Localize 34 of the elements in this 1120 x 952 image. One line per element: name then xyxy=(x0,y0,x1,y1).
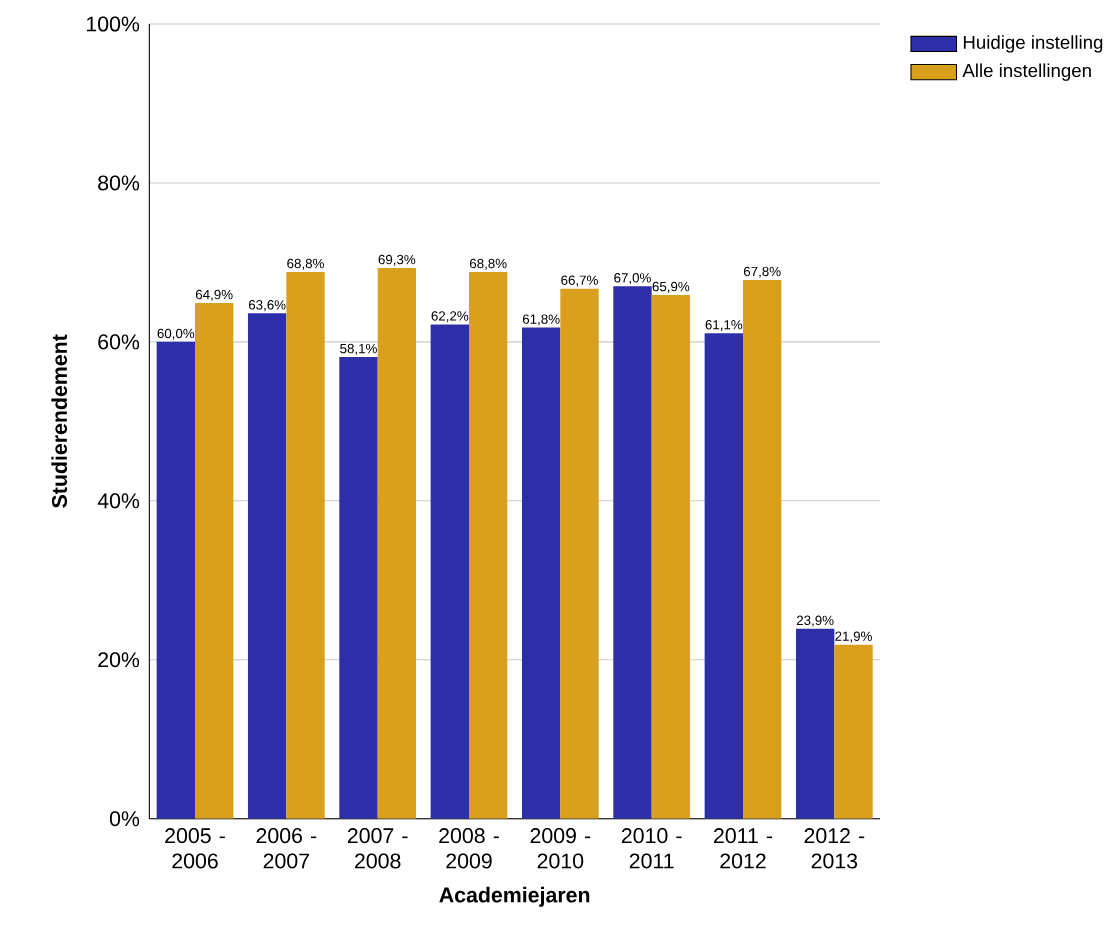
bar xyxy=(430,324,469,819)
y-tick-label: 40% xyxy=(97,493,140,509)
bar xyxy=(704,333,743,819)
x-tick-label: 2006 - 2007 xyxy=(256,828,317,869)
x-tick-label: 2009 - 2010 xyxy=(530,828,591,869)
bar xyxy=(560,288,599,819)
bar xyxy=(339,356,378,819)
legend-label: Alle instellingen xyxy=(962,63,1091,81)
y-axis-title: Studierendement xyxy=(51,334,68,508)
bar xyxy=(469,271,508,819)
bar xyxy=(795,628,835,819)
bar xyxy=(651,294,691,819)
x-tick-label: 2011 - 2012 xyxy=(714,828,773,869)
y-tick-label: 20% xyxy=(98,652,140,668)
bar xyxy=(743,279,782,819)
x-tick-label: 2008 - 2009 xyxy=(439,828,499,869)
y-tick-label: 0% xyxy=(109,811,140,827)
bar xyxy=(521,327,561,819)
x-tick-label: 2012 - 2013 xyxy=(804,828,865,869)
bar xyxy=(377,267,417,819)
x-axis-title: Academiejaren xyxy=(439,886,590,907)
legend-label: Huidige instelling xyxy=(963,35,1103,53)
x-tick-label: 2007 - 2008 xyxy=(347,828,408,869)
bar xyxy=(613,286,652,819)
y-tick-label: 60% xyxy=(98,334,140,350)
x-tick-label: 2005 - 2006 xyxy=(165,828,225,869)
x-tick-label: 2010 - 2011 xyxy=(621,828,682,869)
bar xyxy=(834,644,873,819)
y-tick-label: 80% xyxy=(98,175,140,191)
bar xyxy=(195,302,234,819)
bar xyxy=(156,341,195,819)
bar xyxy=(247,313,287,819)
y-tick-label: 100% xyxy=(86,16,140,32)
bar xyxy=(286,271,325,819)
